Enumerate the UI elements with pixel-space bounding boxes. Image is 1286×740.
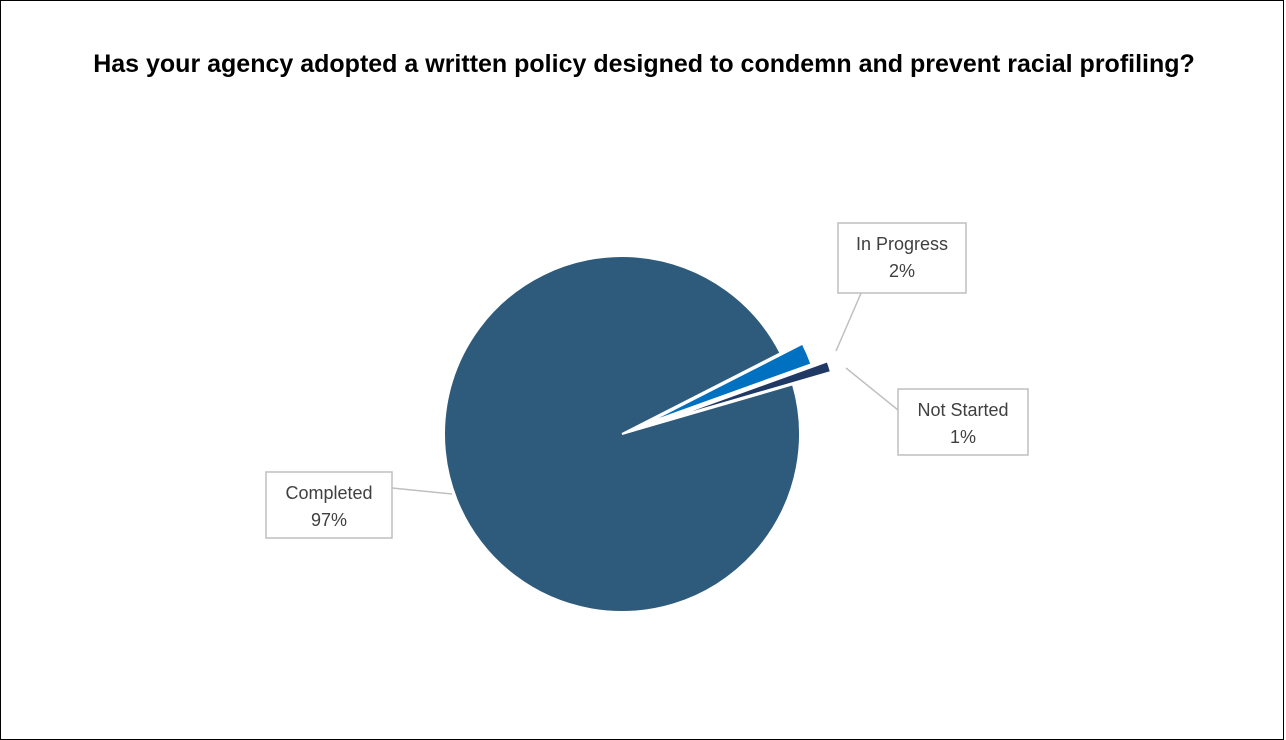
data-labels: In Progress 2% Not Started 1% Completed 97% <box>265 222 1029 539</box>
leader-line-in-progress <box>835 290 863 352</box>
data-label-not-started: Not Started 1% <box>897 388 1029 456</box>
data-label-box <box>837 222 967 294</box>
data-label-percent: 97% <box>311 510 347 530</box>
pie-slices <box>443 255 833 613</box>
data-label-completed: Completed 97% <box>265 471 393 539</box>
chart-title: Has your agency adopted a written policy… <box>93 50 1195 78</box>
data-label-category: In Progress <box>856 234 948 254</box>
leader-line-completed <box>391 487 453 495</box>
leader-lines <box>391 290 899 495</box>
leader-line-not-started <box>845 367 899 411</box>
data-label-category: Not Started <box>917 400 1008 420</box>
pie-slice-completed <box>443 255 801 613</box>
data-label-category: Completed <box>285 483 372 503</box>
data-label-box <box>897 388 1029 456</box>
pie-slice-not-started <box>659 360 833 423</box>
data-label-percent: 1% <box>950 427 976 447</box>
data-label-in-progress: In Progress 2% <box>837 222 967 294</box>
data-label-percent: 2% <box>889 261 915 281</box>
data-label-box <box>265 471 393 539</box>
pie-slice-in-progress <box>643 342 813 426</box>
